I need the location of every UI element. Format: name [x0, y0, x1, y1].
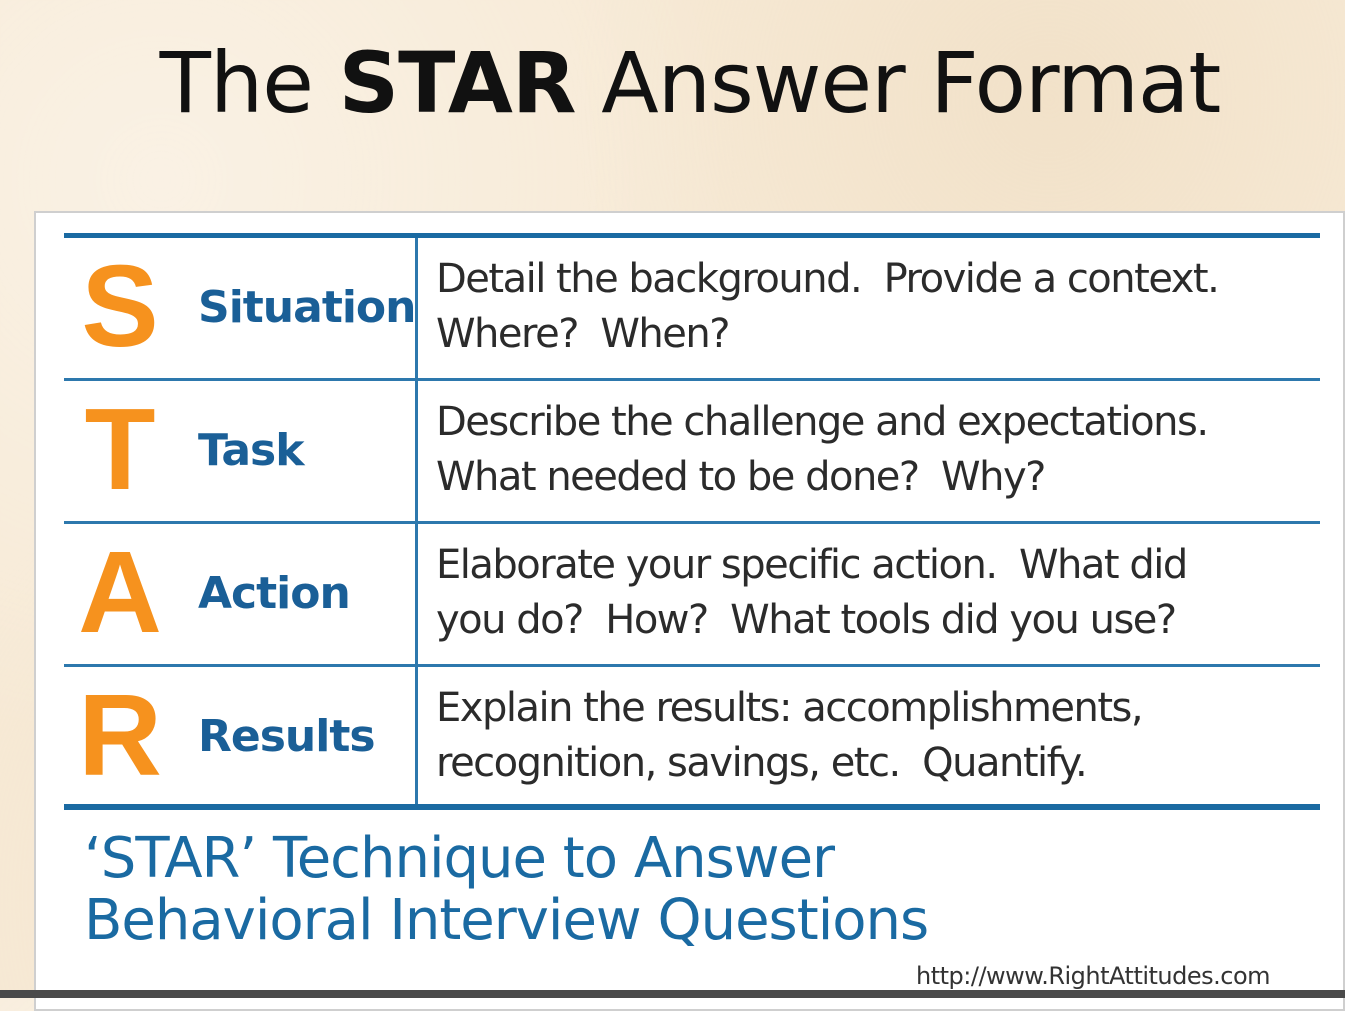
bottom-bar	[0, 990, 1345, 998]
star-row-task: T Task Describe the challenge and expect…	[64, 381, 1320, 524]
star-letter: R	[78, 670, 162, 800]
description-line: Explain the results: accomplishments,	[436, 685, 1144, 731]
star-word: Task	[198, 425, 304, 476]
description-line: Describe the challenge and expectations.	[436, 399, 1209, 445]
star-description: Detail the background. Provide a context…	[436, 252, 1316, 362]
description-line: Detail the background. Provide a context…	[436, 256, 1220, 302]
star-description: Describe the challenge and expectations.…	[436, 395, 1316, 505]
caption-line: Behavioral Interview Questions	[84, 888, 929, 953]
star-letter: A	[78, 527, 162, 657]
star-description: Elaborate your specific action. What did…	[436, 538, 1316, 648]
star-card: S Situation Detail the background. Provi…	[34, 211, 1345, 1011]
star-word: Action	[198, 568, 351, 619]
description-line: recognition, savings, etc. Quantify.	[436, 740, 1088, 786]
description-line: you do? How? What tools did you use?	[436, 597, 1177, 643]
star-row-action: A Action Elaborate your specific action.…	[64, 524, 1320, 667]
description-line: Where? When?	[436, 311, 730, 357]
description-line: What needed to be done? Why?	[436, 454, 1046, 500]
star-description: Explain the results: accomplishments, rec…	[436, 681, 1316, 791]
title-prefix: The	[159, 34, 339, 132]
star-word: Results	[198, 711, 376, 762]
star-row-results: R Results Explain the results: accomplis…	[64, 667, 1320, 810]
star-letter: T	[84, 384, 156, 514]
column-divider	[415, 238, 418, 378]
caption-line: ‘STAR’ Technique to Answer	[84, 826, 835, 891]
description-line: Elaborate your specific action. What did	[436, 542, 1188, 588]
star-table: S Situation Detail the background. Provi…	[64, 233, 1320, 810]
column-divider	[415, 381, 418, 521]
column-divider	[415, 667, 418, 804]
source-url: http://www.RightAttitudes.com	[916, 962, 1271, 990]
technique-caption: ‘STAR’ Technique to Answer Behavioral In…	[84, 826, 929, 953]
star-letter: S	[81, 241, 159, 371]
title-bold: STAR	[338, 34, 577, 132]
star-row-situation: S Situation Detail the background. Provi…	[64, 238, 1320, 381]
title-suffix: Answer Format	[575, 34, 1221, 132]
column-divider	[415, 524, 418, 664]
star-word: Situation	[198, 282, 416, 333]
slide-title: The STAR Answer Format	[0, 28, 1345, 138]
